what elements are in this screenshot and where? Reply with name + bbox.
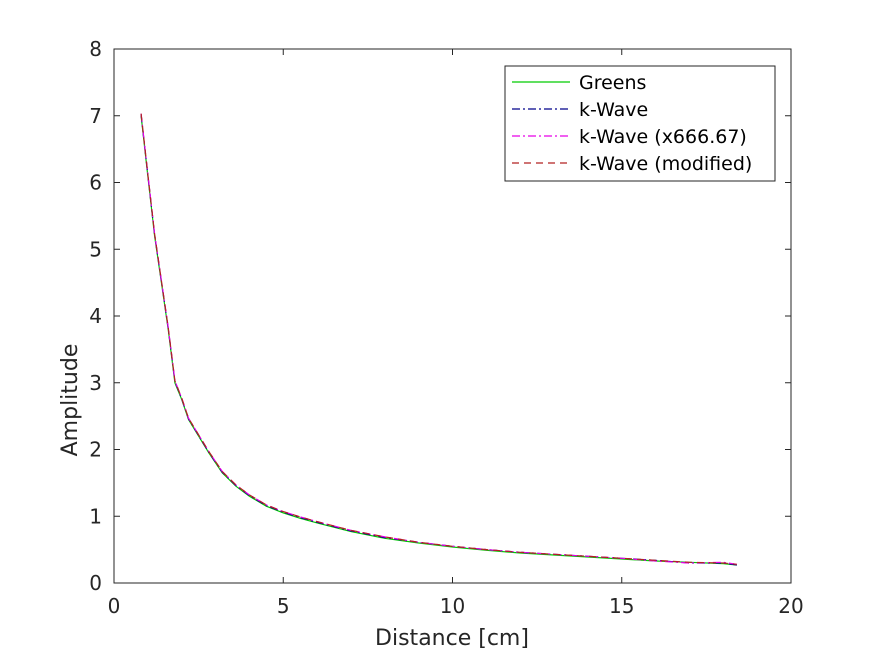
y-tick-label-4: 4	[89, 304, 102, 328]
series-layer	[140, 113, 737, 566]
legend-label-3: k-Wave (modified)	[579, 153, 752, 175]
series-line-2	[140, 113, 737, 565]
x-tick-label-3: 15	[609, 594, 634, 618]
y-tick-label-8: 8	[89, 37, 102, 61]
x-axis-label: Distance [cm]	[375, 626, 529, 651]
x-tick-label-4: 20	[778, 594, 803, 618]
y-tick-label-1: 1	[89, 504, 102, 528]
ticks-layer: 0 5 10 15 20 0 1 2 3 4 5 6 7 8	[89, 37, 803, 618]
series-line-3	[140, 113, 737, 565]
y-tick-label-6: 6	[89, 171, 102, 195]
x-tick-label-0: 0	[108, 594, 121, 618]
y-tick-label-0: 0	[89, 571, 102, 595]
y-tick-label-2: 2	[89, 438, 102, 462]
x-tick-label-1: 5	[277, 594, 290, 618]
legend-label-2: k-Wave (x666.67)	[579, 126, 747, 148]
y-tick-label-3: 3	[89, 371, 102, 395]
y-axis-label: Amplitude	[58, 344, 83, 457]
y-tick-label-7: 7	[89, 104, 102, 128]
legend-label-0: Greens	[579, 72, 646, 94]
legend-label-1: k-Wave	[579, 99, 648, 121]
y-tick-label-5: 5	[89, 237, 102, 261]
legend-box	[504, 65, 776, 182]
legend: Greens k-Wave k-Wave (x666.67) k-Wave (modi…	[504, 65, 776, 182]
x-tick-label-2: 10	[440, 594, 465, 618]
